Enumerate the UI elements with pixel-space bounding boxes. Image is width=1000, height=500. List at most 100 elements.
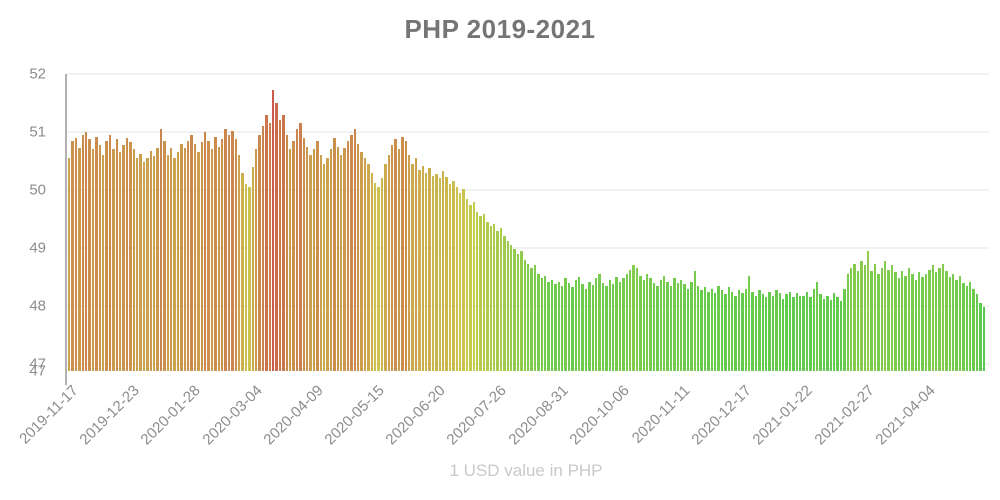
bar[interactable] [289,149,292,371]
bar[interactable] [309,155,312,371]
bar[interactable] [95,136,98,371]
bar[interactable] [153,156,156,371]
bar[interactable] [737,289,741,371]
bar[interactable] [380,178,384,371]
bar[interactable] [622,278,625,371]
bar[interactable] [727,287,730,371]
bar[interactable] [176,152,180,371]
bar[interactable] [914,279,917,371]
bar[interactable] [159,129,163,371]
bar[interactable] [503,236,506,371]
bar[interactable] [537,274,540,371]
bar[interactable] [452,181,455,371]
bar[interactable] [234,138,237,371]
bar[interactable] [877,274,880,371]
bar[interactable] [785,294,788,371]
bar[interactable] [540,278,543,371]
bar[interactable] [431,175,435,371]
bar[interactable] [663,275,666,371]
bar[interactable] [748,275,751,371]
bar[interactable] [445,177,448,371]
bar[interactable] [329,149,333,371]
bar[interactable] [863,265,866,371]
bar[interactable] [374,183,377,371]
bar[interactable] [975,294,979,371]
bar[interactable] [741,293,744,371]
bar[interactable] [363,158,367,371]
bar[interactable] [564,278,567,371]
bar[interactable] [278,120,282,371]
bar[interactable] [812,288,815,371]
bar[interactable] [846,274,849,371]
bar[interactable] [170,148,173,371]
bar[interactable] [88,138,91,371]
bar[interactable] [102,155,105,371]
bar[interactable] [652,282,656,371]
bar[interactable] [884,260,887,371]
bar[interactable] [802,295,805,371]
bar[interactable] [646,274,649,371]
bar[interactable] [183,148,186,371]
bar[interactable] [340,155,343,371]
bar[interactable] [499,227,503,371]
bar[interactable] [214,136,217,371]
bar[interactable] [224,129,227,371]
bar[interactable] [782,299,785,371]
bar[interactable] [639,275,642,371]
bar[interactable] [265,114,268,371]
bar[interactable] [197,152,200,371]
bar[interactable] [778,293,781,371]
bar[interactable] [860,260,863,371]
bar[interactable] [700,289,703,371]
bar[interactable] [489,225,492,371]
bar[interactable] [948,277,951,371]
bar[interactable] [550,279,554,371]
bar[interactable] [591,285,594,371]
bar[interactable] [438,178,441,371]
bar[interactable] [765,297,768,371]
bar[interactable] [958,275,962,371]
bar[interactable] [414,158,418,371]
bar[interactable] [907,268,911,371]
bar[interactable] [74,137,78,371]
bar[interactable] [530,268,533,371]
bar[interactable] [571,287,574,371]
bar[interactable] [649,278,652,371]
bar[interactable] [282,114,285,371]
bar[interactable] [720,289,724,371]
bar[interactable] [391,144,394,371]
bar[interactable] [173,158,176,371]
bar[interactable] [822,299,826,371]
bar[interactable] [955,279,958,371]
bar[interactable] [853,264,856,371]
bar[interactable] [588,281,591,371]
bar[interactable] [547,281,550,371]
bar[interactable] [496,230,499,371]
bar[interactable] [204,132,207,371]
bar[interactable] [91,149,95,371]
bar[interactable] [673,278,676,371]
bar[interactable] [945,271,948,371]
bar[interactable] [238,155,241,371]
bar[interactable] [873,264,877,371]
bar[interactable] [112,149,115,371]
bar[interactable] [880,268,883,371]
bar[interactable] [401,136,404,371]
bar[interactable] [136,158,139,371]
bar[interactable] [612,283,615,371]
bar[interactable] [625,274,628,371]
bar[interactable] [788,291,792,371]
bar[interactable] [965,285,968,371]
bar[interactable] [894,272,897,371]
bar[interactable] [697,285,700,371]
bar[interactable] [887,270,890,371]
bar[interactable] [836,297,839,371]
bar[interactable] [918,272,921,371]
bar[interactable] [758,289,761,371]
bar[interactable] [312,149,316,371]
bar[interactable] [578,277,581,371]
bar[interactable] [527,264,530,371]
bar[interactable] [605,285,608,371]
bar[interactable] [523,259,526,371]
bar[interactable] [962,282,965,371]
